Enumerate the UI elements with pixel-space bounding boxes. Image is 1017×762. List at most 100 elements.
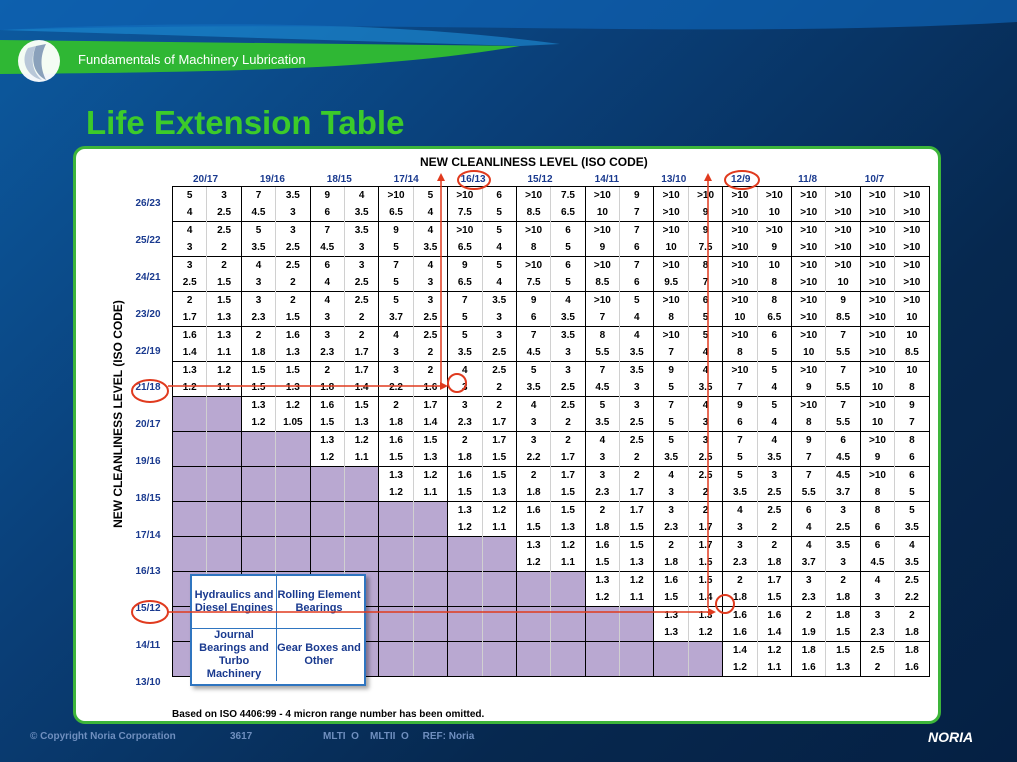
table-cell: >10 [447,186,483,204]
table-cell: 4 [412,204,448,222]
table-cell: >10 [894,221,930,239]
table-cell: >10 [825,204,861,222]
table-cell: 1.7 [619,484,654,502]
table-cell: 1.3 [343,414,379,432]
table-cell: 3 [859,589,895,607]
table-cell: 2 [343,326,379,344]
table-cell: 4 [894,536,930,554]
table-cell: 1.3 [171,361,207,379]
column-header: 14/11 [594,174,620,185]
table-cell: 2.5 [859,641,895,659]
table-cell: >10 [791,256,826,274]
shaded-cell [653,641,689,659]
table-cell: 8 [756,274,792,292]
table-cell: 1.5 [309,414,345,432]
table-cell: 6 [756,326,792,344]
column-header: 12/9 [730,174,751,185]
shaded-cell [378,519,414,537]
table-cell: 1.6 [309,396,345,414]
table-cell: 3 [791,571,826,589]
table-cell: 4 [619,309,654,327]
table-cell: 6.5 [447,239,483,257]
shaded-cell [171,484,207,502]
table-cell: >10 [859,309,895,327]
table-row: 4 2.5 4.5 3 6 3.5 6.5 4 7.5 5 8.5 6.5 10 7 >10 9 >10 10 >1… [171,204,930,222]
row-header: 20/17 [135,419,161,431]
table-cell: 2.3 [309,344,345,362]
table-cell: 3 [515,414,551,432]
shaded-cell [481,536,517,554]
table-cell: 1.4 [687,589,723,607]
column-header: 20/17 [192,174,219,185]
shaded-cell [240,484,276,502]
table-cell: 6 [515,309,551,327]
table-cell: >10 [894,291,930,309]
table-cell: 3 [687,431,723,449]
table-row: 1.6 1.3 2 1.6 3 2 4 2.5 5 3 7 3.5 8 4 >10 5 >10 6 >10 7 >10 1… [171,326,930,344]
table-cell: 4 [481,239,517,257]
table-cell: 4 [171,221,207,239]
shaded-cell [481,659,517,677]
table-cell: 1.5 [240,361,276,379]
table-cell: 1.5 [447,484,483,502]
table-cell: 9 [894,396,930,414]
table-cell: 6.5 [447,274,483,292]
table-row: 5 3 7 3.5 9 4 >10 5 >10 6 >10 7.5 >10 9 >10 >10 >10 >10 >1… [171,186,930,204]
row-header: 14/11 [135,640,161,651]
table-cell: 5 [171,186,207,204]
table-cell: 1.5 [756,589,792,607]
table-cell: 1.1 [481,519,517,537]
table-cell: 3 [378,361,414,379]
table-cell: 10 [894,309,930,327]
row-header: 22/19 [135,345,161,357]
table-cell: 1.2 [343,431,379,449]
shaded-cell [275,554,311,572]
table-cell: 2 [206,256,242,274]
table-cell: 3 [412,291,448,309]
table-cell: >10 [859,186,895,204]
table-cell: 4 [619,326,654,344]
table-cell: >10 [859,396,895,414]
table-row: 1.3 1.2 1.6 1.5 2 1.7 3 2 4 2.5 6 3 8 5 [171,501,930,519]
shaded-cell [412,536,448,554]
table-cell: >10 [894,204,930,222]
table-cell: 5 [481,256,517,274]
table-cell: 1.2 [619,571,654,589]
table-cell: 3 [653,484,689,502]
table-cell: 1.2 [756,641,792,659]
table-cell: 1.1 [550,554,586,572]
table-cell: 3.5 [825,536,861,554]
shaded-cell [619,659,654,677]
table-row: 1.3 1.2 1.5 1.5 2 1.7 3 2 4 2.5 5 3 7 3.5 9 4 >10 5 >10 7 >1… [171,361,930,379]
table-cell: 1.6 [653,571,689,589]
row-header: 18/15 [135,492,161,504]
table-cell: 2 [825,571,861,589]
table-cell: >10 [722,221,758,239]
table-cell: 1.3 [309,431,345,449]
shaded-cell [584,624,620,642]
shaded-cell [171,396,207,414]
table-cell: 3.7 [791,554,826,572]
table-cell: 5 [894,484,930,502]
table-cell: 1.7 [481,414,517,432]
table-cell: 1.3 [206,309,242,327]
shaded-cell [550,571,586,589]
table-cell: 9 [447,256,483,274]
table-cell: 7 [825,326,861,344]
table-cell: 3.5 [653,449,689,467]
table-cell: 3.5 [447,344,483,362]
shaded-cell [343,519,379,537]
table-cell: 3.5 [584,414,620,432]
table-row: 1.2 1.1 1.5 1.3 1.8 1.5 2.3 1.7 3 2 3.5 2.5 5.5 3.7 8 5 [171,484,930,502]
table-cell: 1.6 [447,466,483,484]
table-cell: 1.2 [378,484,414,502]
table-cell: 3 [171,239,207,257]
table-cell: 3 [275,204,311,222]
table-cell: 8.5 [894,344,930,362]
table-cell: 9.5 [653,274,689,292]
row-header: 16/13 [135,566,161,578]
table-cell: 1.2 [275,396,311,414]
table-cell: 3.5 [275,186,311,204]
noria-brand-logo: NORIA [928,729,974,745]
table-cell: 4 [240,256,276,274]
